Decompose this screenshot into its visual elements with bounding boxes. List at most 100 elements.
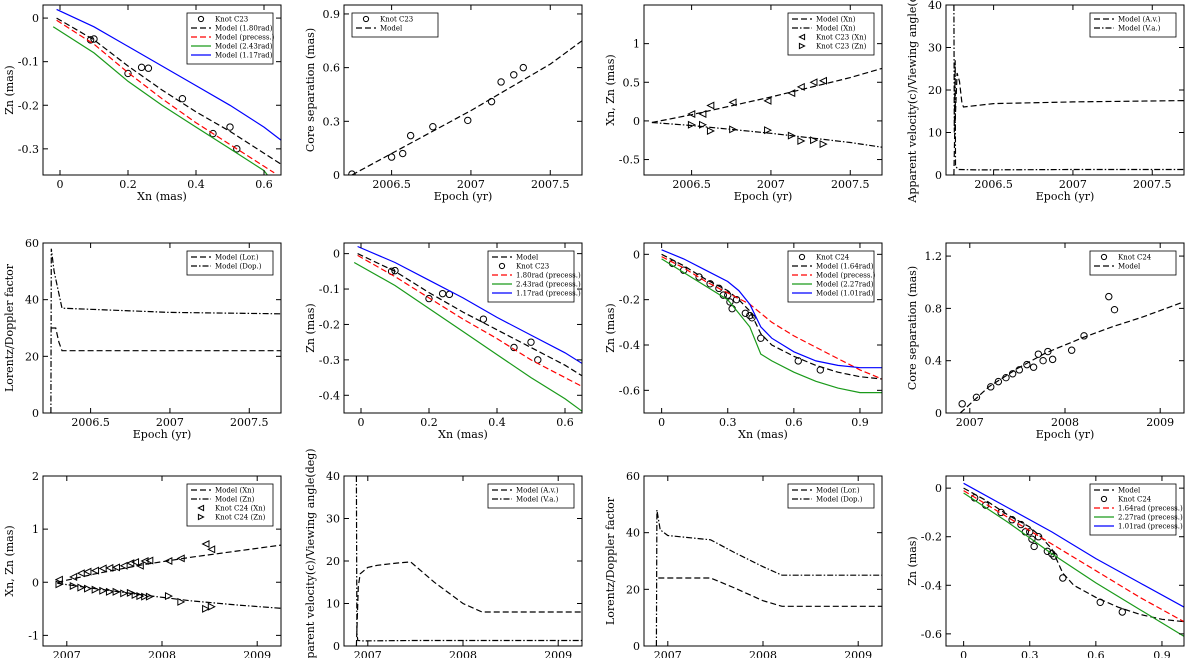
data-point: [105, 587, 114, 596]
data-point: [724, 291, 732, 299]
y-tick-label: 0.4: [925, 355, 943, 368]
data-point: [1039, 356, 1047, 365]
data-point: [207, 602, 216, 611]
series-line-4: [963, 492, 1184, 637]
legend-box: [1089, 250, 1177, 276]
plot-frame: [643, 242, 883, 414]
y-tick-label: 40: [626, 527, 640, 540]
chart-panel-11: 2007200820090204060Epoch (yr)Lorentz/Dop…: [604, 470, 883, 658]
y-axis-label: Core separation (mas): [304, 28, 317, 152]
legend-label: 1.17rad (precess.): [516, 290, 581, 298]
x-axis-label: Epoch (yr): [734, 190, 793, 203]
data-point: [809, 78, 818, 87]
legend-label: Model: [1118, 487, 1141, 495]
x-axis-label: Epoch (yr): [133, 428, 192, 441]
legend-label: Model (Xn): [215, 487, 255, 495]
legend-marker: [498, 262, 506, 270]
data-point: [687, 120, 696, 129]
y-tick-label: 0.9: [323, 8, 341, 21]
x-tick-label: 0.9: [851, 416, 869, 429]
data-point: [1048, 550, 1056, 558]
data-point: [1023, 360, 1031, 369]
legend-label: Model (1.80rad): [215, 25, 273, 33]
legend-label: Model (Zn): [215, 496, 255, 504]
data-point: [164, 556, 173, 566]
x-tick-label: 0.3: [1021, 649, 1039, 658]
x-tick-label: 0.9: [1153, 649, 1171, 658]
x-tick-label: 2009: [544, 649, 572, 658]
x-tick-label: 2007: [457, 178, 485, 191]
y-axis-label: Zn (mas): [3, 65, 16, 114]
data-point: [391, 266, 399, 275]
x-tick-label: 2008: [148, 649, 176, 658]
plot-area: [54, 539, 281, 613]
legend-marker: [798, 253, 806, 261]
legend-label: Knot C24: [1118, 254, 1152, 262]
y-tick-label: -0.3: [18, 143, 39, 156]
y-tick-label: -0.2: [619, 294, 640, 307]
series-line-4: [52, 26, 268, 175]
y-tick-label: 0: [32, 407, 39, 420]
series-line-1: [50, 327, 281, 352]
data-point: [137, 63, 146, 72]
legend: Model (Lor.)Model (Dop.): [787, 483, 875, 509]
legend-label: Knot C23 (Xn): [816, 34, 867, 42]
x-axis-label: Xn (mas): [438, 428, 488, 441]
data-point: [519, 63, 527, 72]
legend-label: Model (Xn): [816, 16, 856, 24]
chart-panel-6: 0 0.2 0.4 0.6 0 -0.1 -0.2 -0.3 -0.4 Xn (mas) Zn (m…: [304, 242, 583, 441]
x-tick-label: 2007: [354, 649, 382, 658]
series-line-2: [655, 509, 882, 646]
data-point: [105, 563, 114, 572]
x-tick-label: 2008: [749, 649, 777, 658]
legend-label: Knot C23: [380, 16, 413, 24]
data-point: [164, 592, 173, 601]
data-point: [479, 315, 488, 323]
y-tick-label: 0: [32, 576, 39, 589]
legend-marker: [362, 15, 370, 23]
x-tick-label: 2007: [654, 649, 682, 658]
legend-box: [787, 483, 875, 509]
y-tick-label: -0.2: [921, 531, 942, 544]
legend-marker: [798, 33, 806, 41]
chart-panel-1: 0 0.2 0.4 0.6 0 -0.1 -0.2 -0.3 Xn (mas) Zn (mas) K…: [3, 4, 282, 203]
x-tick-label: 0.4: [187, 178, 205, 191]
data-point: [348, 170, 356, 175]
series-line-3: [56, 19, 275, 174]
data-point: [810, 136, 819, 145]
plot-area: [963, 482, 1184, 637]
x-tick-label: 0: [658, 416, 665, 429]
data-point: [178, 95, 187, 103]
legend-label: 1.01rad (precess.): [1118, 523, 1183, 531]
x-tick-label: 0.6: [1087, 649, 1105, 658]
data-point: [699, 120, 708, 129]
data-point: [741, 309, 750, 317]
plot-area: [661, 249, 882, 394]
legend-label: Knot C23: [215, 16, 248, 24]
series-line-2: [351, 40, 582, 175]
x-tick-label: 2007.5: [531, 178, 570, 191]
data-point: [757, 334, 765, 342]
legend-box: [351, 12, 439, 38]
data-point: [1034, 350, 1043, 358]
plot-frame: [643, 4, 883, 176]
y-axis-label: Zn (mas): [604, 303, 617, 352]
data-point: [136, 592, 145, 601]
data-point: [1067, 346, 1076, 354]
data-point: [987, 383, 995, 391]
data-point: [202, 604, 211, 613]
legend-label: 1.80rad (precess.): [516, 272, 581, 280]
x-tick-label: 2007.5: [230, 416, 269, 429]
legend-label: Knot C24 (Xn): [215, 505, 266, 513]
legend: Model (A.v.)Model (V.a.): [487, 483, 575, 509]
legend-label: Model (A.v.): [1118, 16, 1161, 24]
y-tick-label: 1: [32, 523, 39, 536]
x-tick-label: 2007: [53, 649, 81, 658]
legend-label: Model: [516, 254, 539, 262]
data-point: [1015, 366, 1024, 374]
data-point: [1110, 305, 1119, 314]
data-point: [1050, 552, 1058, 560]
x-tick-label: 2006.5: [974, 178, 1013, 191]
